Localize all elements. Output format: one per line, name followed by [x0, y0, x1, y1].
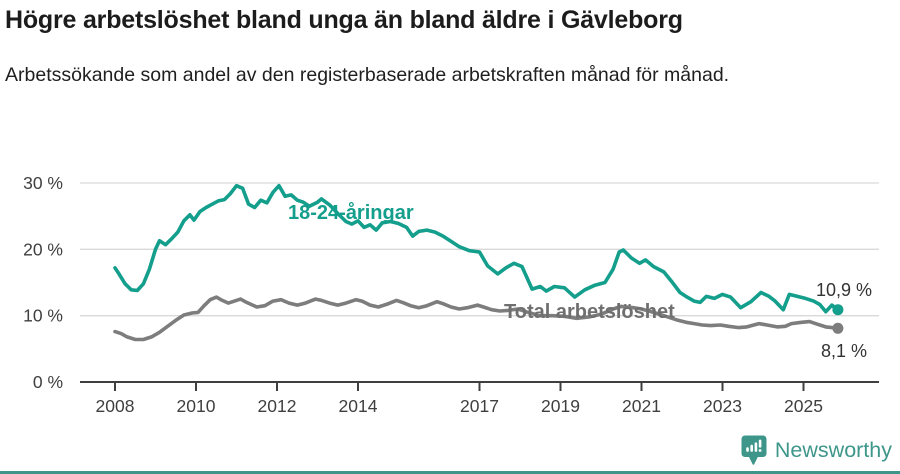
series-end-dot-young: [832, 304, 844, 316]
x-tick-label: 2025: [784, 396, 823, 416]
end-value-label-total: 8,1 %: [821, 341, 867, 361]
series-label-total: Total arbetslöshet: [504, 301, 675, 323]
y-tick-label: 0 %: [33, 372, 63, 392]
end-value-label-young: 10,9 %: [816, 280, 872, 300]
grid-layer: [80, 182, 879, 317]
x-tick-label: 2023: [703, 396, 742, 416]
x-tick-label: 2010: [177, 396, 216, 416]
y-tick-label: 10 %: [23, 306, 63, 326]
newsworthy-logo-icon: [741, 435, 767, 465]
chart-svg: 0 % 10 % 20 % 30 % 2008 2010 2012 2014 2017 2019 2…: [23, 173, 879, 416]
y-tick-label: 20 %: [23, 239, 63, 259]
chart-subtitle: Arbetssökande som andel av den registerb…: [5, 64, 730, 86]
series-line-total: [113, 295, 840, 342]
x-tick-label: 2008: [96, 396, 135, 416]
footer-brand: Newsworthy: [741, 435, 892, 465]
line-chart: 0 % 10 % 20 % 30 % 2008 2010 2012 2014 2017 2019 2…: [0, 150, 900, 450]
axis-layer: 0 % 10 % 20 % 30 % 2008 2010 2012 2014 2017 2019 2…: [23, 173, 879, 416]
x-tick-label: 2019: [541, 396, 580, 416]
y-tick-label: 30 %: [23, 173, 63, 193]
x-tick-label: 2014: [339, 396, 378, 416]
x-tick-label: 2012: [258, 396, 297, 416]
series-layer: [113, 183, 844, 342]
series-line-young: [113, 183, 840, 314]
chart-title: Högre arbetslöshet bland unga än bland ä…: [5, 6, 683, 34]
x-tick-label: 2017: [460, 396, 499, 416]
series-label-young: 18-24-åringar: [288, 201, 414, 224]
series-end-dot-total: [832, 322, 844, 334]
brand-name: Newsworthy: [774, 437, 892, 462]
x-tick-label: 2021: [622, 396, 661, 416]
